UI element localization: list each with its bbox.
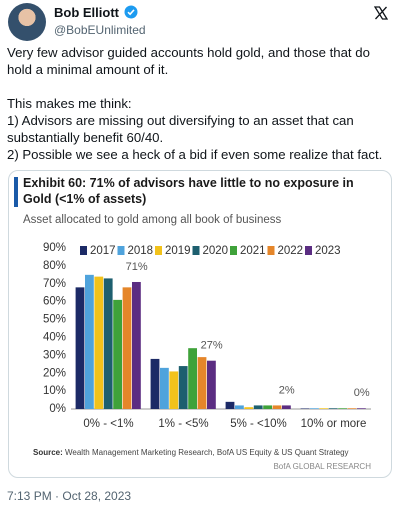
legend-label: 2021	[240, 245, 266, 257]
y-tick-label: 90%	[43, 242, 66, 254]
x-logo[interactable]	[374, 6, 388, 20]
value-label: 71%	[126, 261, 148, 273]
bar	[122, 287, 132, 409]
value-label: 27%	[201, 340, 223, 352]
bar	[197, 357, 207, 409]
source: Wealth Management Marketing Research, Bo…	[65, 448, 349, 457]
y-tick-label: 50%	[43, 314, 66, 326]
bar	[132, 281, 141, 409]
paragraph: Very few advisor guided accounts hold go…	[7, 45, 370, 77]
bar	[235, 405, 244, 409]
bar	[113, 299, 122, 409]
y-tick-label: 10%	[43, 385, 66, 397]
legend-label: 2020	[203, 245, 229, 257]
legend-label: 2023	[315, 245, 341, 257]
bar	[319, 408, 329, 409]
bar	[244, 407, 254, 409]
legend-swatch	[192, 246, 200, 255]
legend-label: 2019	[165, 245, 191, 257]
y-tick-label: 60%	[43, 296, 66, 308]
bar	[85, 274, 94, 409]
bar	[263, 405, 272, 409]
legend-label: 2022	[278, 245, 304, 257]
legend-swatch	[305, 246, 312, 255]
y-tick-label: 80%	[43, 260, 66, 272]
source-label: Source:	[33, 448, 63, 457]
author-name[interactable]: Bob Elliott	[54, 5, 119, 20]
chart-subtitle: Asset allocated to gold among all book o…	[23, 214, 282, 226]
y-tick-label: 30%	[43, 349, 66, 361]
value-label: 2%	[279, 384, 295, 396]
x-tick-label: 5% - <10%	[230, 418, 287, 430]
timestamp[interactable]: 7:13 PM · Oct 28, 2023	[7, 489, 132, 503]
bar	[253, 405, 263, 409]
title-box: Exhibit 60: 71% of advisors have little …	[23, 176, 354, 206]
y-tick-label: 0%	[49, 403, 66, 415]
chart-image[interactable]: Exhibit 60: 71% of advisors have little …	[8, 170, 392, 478]
bar	[103, 278, 113, 409]
legend-swatch	[267, 246, 275, 255]
legend-swatch	[155, 246, 162, 255]
bar	[347, 408, 357, 409]
x-tick-label: 10% or more	[301, 418, 367, 430]
bar	[207, 360, 216, 409]
value-label: 0%	[354, 387, 370, 399]
legend-label: 2018	[128, 245, 154, 257]
bar	[150, 358, 160, 409]
verified-badge	[124, 5, 138, 19]
y-tick-label: 70%	[43, 278, 66, 290]
bar	[338, 408, 347, 409]
bar	[169, 371, 179, 409]
legend-swatch	[230, 246, 237, 255]
avatar[interactable]	[8, 3, 46, 41]
bar	[225, 401, 235, 409]
chart-title: Exhibit 60: 71% of advisors have little …	[23, 176, 354, 206]
tweet-text: Very few advisor guided accounts hold go…	[7, 44, 397, 180]
legend-swatch	[117, 246, 125, 255]
author-handle[interactable]: @BobEUnlimited	[54, 23, 146, 37]
bar	[75, 287, 85, 409]
paragraph: This makes me think: 1) Advisors are mis…	[7, 96, 383, 162]
bar	[357, 408, 366, 409]
y-tick-label: 20%	[43, 367, 66, 379]
bar	[300, 408, 310, 409]
bar	[178, 366, 188, 409]
bar	[328, 408, 338, 409]
bar	[160, 367, 169, 409]
bar	[282, 405, 291, 409]
legend-swatch	[80, 246, 87, 255]
x-tick-label: 0% - <1%	[83, 418, 133, 430]
bar	[188, 348, 197, 409]
x-tick-label: 1% - <5%	[158, 418, 208, 430]
chart: Exhibit 60: 71% of advisors have little …	[14, 176, 371, 471]
credit: BofA GLOBAL RESEARCH	[273, 462, 371, 471]
bar	[272, 405, 282, 409]
bar	[310, 408, 319, 409]
legend-label: 2017	[90, 245, 116, 257]
title-accent	[14, 177, 18, 207]
y-tick-label: 40%	[43, 331, 66, 343]
bar	[94, 276, 104, 409]
